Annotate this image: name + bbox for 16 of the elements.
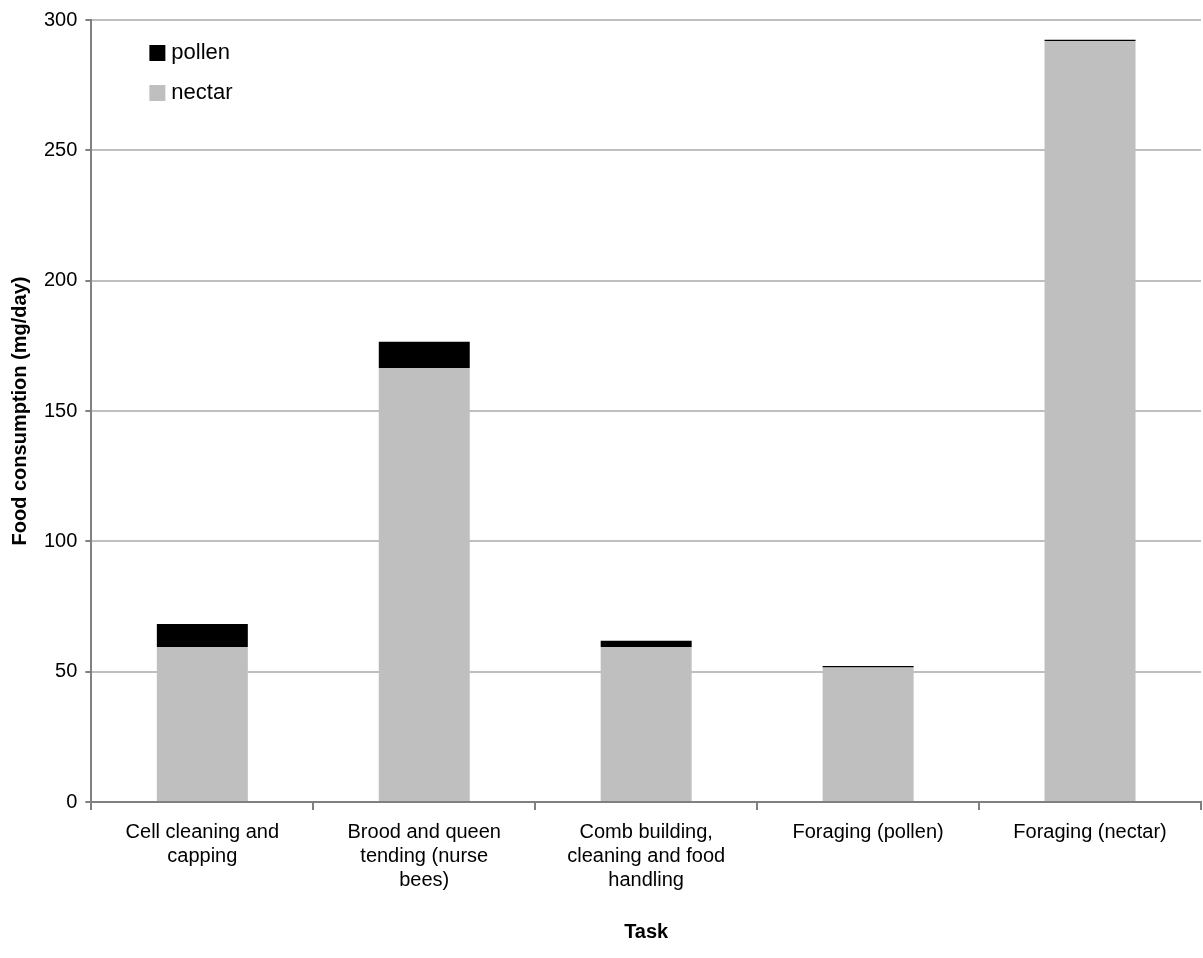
y-tick-label: 250 [43,137,78,160]
x-tick-label: Foraging (nectar) [1013,819,1167,842]
legend-label: nectar [171,79,233,105]
y-tick-label: 50 [55,659,78,682]
x-tick-label: Comb building, cleaning and food handling [567,819,726,890]
y-tick-label: 200 [43,268,78,291]
x-axis-title: Task [624,919,670,942]
x-tick-label: Foraging (pollen) [792,819,944,842]
y-tick-label: 300 [43,7,78,30]
x-tick-label: Cell cleaning and capping [125,819,280,866]
x-tick-label: Brood and queen tending (nurse bees) [347,819,501,890]
y-tick-label: 0 [66,789,78,812]
y-tick-label: 100 [43,528,78,551]
y-axis-title: Food consumption (mg/day) [7,276,30,546]
y-tick-label: 150 [43,398,78,421]
legend-label: pollen [171,39,231,65]
